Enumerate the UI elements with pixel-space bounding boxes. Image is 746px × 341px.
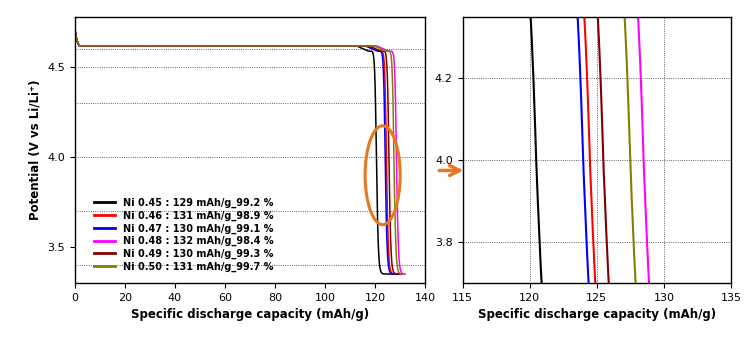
Ni 0.45 : 129 mAh/g_99.2 %: (0.194, 4.71): 129 mAh/g_99.2 %: (0.194, 4.71) xyxy=(71,28,80,32)
Ni 0.49 : 130 mAh/g_99.3 %: (126, 3.5): 130 mAh/g_99.3 %: (126, 3.5) xyxy=(386,244,395,249)
Ni 0.47 : 130 mAh/g_99.1 %: (126, 3.35): 130 mAh/g_99.1 %: (126, 3.35) xyxy=(386,271,395,275)
Ni 0.46 : 131 mAh/g_98.9 %: (0, 4.3): 131 mAh/g_98.9 %: (0, 4.3) xyxy=(70,101,79,105)
Ni 0.50 : 131 mAh/g_99.7 %: (103, 4.62): 131 mAh/g_99.7 %: (103, 4.62) xyxy=(329,44,338,48)
Ni 0.47 : 130 mAh/g_99.1 %: (6.7, 4.62): 130 mAh/g_99.1 %: (6.7, 4.62) xyxy=(87,44,95,48)
Ni 0.46 : 131 mAh/g_98.9 %: (103, 4.62): 131 mAh/g_98.9 %: (103, 4.62) xyxy=(329,44,338,48)
Ni 0.47 : 130 mAh/g_99.1 %: (59.8, 4.62): 130 mAh/g_99.1 %: (59.8, 4.62) xyxy=(220,44,229,48)
Ni 0.48 : 132 mAh/g_98.4 %: (104, 4.62): 132 mAh/g_98.4 %: (104, 4.62) xyxy=(330,44,339,48)
Ni 0.48 : 132 mAh/g_98.4 %: (132, 3.35): 132 mAh/g_98.4 %: (132, 3.35) xyxy=(401,272,410,276)
Ni 0.46 : 131 mAh/g_98.9 %: (6.75, 4.62): 131 mAh/g_98.9 %: (6.75, 4.62) xyxy=(87,44,96,48)
Ni 0.49 : 130 mAh/g_99.3 %: (59.8, 4.62): 130 mAh/g_99.3 %: (59.8, 4.62) xyxy=(220,44,229,48)
Ni 0.50 : 131 mAh/g_99.7 %: (127, 4.27): 131 mAh/g_99.7 %: (127, 4.27) xyxy=(389,107,398,112)
Ni 0.45 : 129 mAh/g_99.2 %: (59.4, 4.62): 129 mAh/g_99.2 %: (59.4, 4.62) xyxy=(219,44,228,48)
Ni 0.46 : 131 mAh/g_98.9 %: (127, 3.35): 131 mAh/g_98.9 %: (127, 3.35) xyxy=(389,272,398,276)
Line: Ni 0.45 : 129 mAh/g_99.2 %: Ni 0.45 : 129 mAh/g_99.2 % xyxy=(75,30,398,274)
Ni 0.47 : 130 mAh/g_99.1 %: (0.195, 4.71): 130 mAh/g_99.1 %: (0.195, 4.71) xyxy=(71,28,80,32)
Ni 0.45 : 129 mAh/g_99.2 %: (125, 3.35): 129 mAh/g_99.2 %: (125, 3.35) xyxy=(384,272,393,276)
Ni 0.48 : 132 mAh/g_98.4 %: (60.8, 4.62): 132 mAh/g_98.4 %: (60.8, 4.62) xyxy=(222,44,231,48)
Ni 0.49 : 130 mAh/g_99.3 %: (0.195, 4.71): 130 mAh/g_99.3 %: (0.195, 4.71) xyxy=(71,28,80,32)
Ni 0.47 : 130 mAh/g_99.1 %: (102, 4.62): 130 mAh/g_99.1 %: (102, 4.62) xyxy=(327,44,336,48)
Ni 0.48 : 132 mAh/g_98.4 %: (0.198, 4.72): 132 mAh/g_98.4 %: (0.198, 4.72) xyxy=(71,27,80,31)
Ni 0.47 : 130 mAh/g_99.1 %: (0, 4.3): 130 mAh/g_99.1 %: (0, 4.3) xyxy=(70,101,79,105)
Ni 0.46 : 131 mAh/g_98.9 %: (131, 3.35): 131 mAh/g_98.9 %: (131, 3.35) xyxy=(398,272,407,276)
Ni 0.47 : 130 mAh/g_99.1 %: (63.3, 4.62): 130 mAh/g_99.1 %: (63.3, 4.62) xyxy=(228,44,237,48)
Ni 0.45 : 129 mAh/g_99.2 %: (62.8, 4.62): 129 mAh/g_99.2 %: (62.8, 4.62) xyxy=(228,44,236,48)
Ni 0.48 : 132 mAh/g_98.4 %: (128, 4.24): 132 mAh/g_98.4 %: (128, 4.24) xyxy=(392,113,401,117)
Line: Ni 0.50 : 131 mAh/g_99.7 %: Ni 0.50 : 131 mAh/g_99.7 % xyxy=(75,29,403,274)
Ni 0.50 : 131 mAh/g_99.7 %: (0.197, 4.71): 131 mAh/g_99.7 %: (0.197, 4.71) xyxy=(71,27,80,31)
Ni 0.50 : 131 mAh/g_99.7 %: (127, 4.21): 131 mAh/g_99.7 %: (127, 4.21) xyxy=(389,117,398,121)
Ni 0.48 : 132 mAh/g_98.4 %: (64.3, 4.62): 132 mAh/g_98.4 %: (64.3, 4.62) xyxy=(231,44,240,48)
Line: Ni 0.48 : 132 mAh/g_98.4 %: Ni 0.48 : 132 mAh/g_98.4 % xyxy=(75,29,405,274)
Ni 0.49 : 130 mAh/g_99.3 %: (63.3, 4.62): 130 mAh/g_99.3 %: (63.3, 4.62) xyxy=(228,44,237,48)
Line: Ni 0.49 : 130 mAh/g_99.3 %: Ni 0.49 : 130 mAh/g_99.3 % xyxy=(75,30,400,274)
Ni 0.45 : 129 mAh/g_99.2 %: (6.65, 4.62): 129 mAh/g_99.2 %: (6.65, 4.62) xyxy=(87,44,95,48)
Y-axis label: Potential (V vs Li/Li⁺): Potential (V vs Li/Li⁺) xyxy=(28,80,42,220)
Line: Ni 0.47 : 130 mAh/g_99.1 %: Ni 0.47 : 130 mAh/g_99.1 % xyxy=(75,30,400,274)
Ni 0.48 : 132 mAh/g_98.4 %: (128, 4.29): 132 mAh/g_98.4 %: (128, 4.29) xyxy=(391,104,400,108)
Line: Ni 0.46 : 131 mAh/g_98.9 %: Ni 0.46 : 131 mAh/g_98.9 % xyxy=(75,29,403,274)
Ni 0.50 : 131 mAh/g_99.7 %: (63.8, 4.62): 131 mAh/g_99.7 %: (63.8, 4.62) xyxy=(230,44,239,48)
Ni 0.45 : 129 mAh/g_99.2 %: (129, 3.35): 129 mAh/g_99.2 %: (129, 3.35) xyxy=(393,272,402,276)
Ni 0.49 : 130 mAh/g_99.3 %: (6.7, 4.62): 130 mAh/g_99.3 %: (6.7, 4.62) xyxy=(87,44,95,48)
Ni 0.50 : 131 mAh/g_99.7 %: (6.75, 4.62): 131 mAh/g_99.7 %: (6.75, 4.62) xyxy=(87,44,96,48)
X-axis label: Specific discharge capacity (mAh/g): Specific discharge capacity (mAh/g) xyxy=(477,308,716,321)
Ni 0.48 : 132 mAh/g_98.4 %: (6.8, 4.62): 132 mAh/g_98.4 %: (6.8, 4.62) xyxy=(87,44,96,48)
Ni 0.49 : 130 mAh/g_99.3 %: (126, 3.53): 130 mAh/g_99.3 %: (126, 3.53) xyxy=(386,240,395,244)
Ni 0.45 : 129 mAh/g_99.2 %: (0, 4.3): 129 mAh/g_99.2 %: (0, 4.3) xyxy=(70,101,79,105)
X-axis label: Specific discharge capacity (mAh/g): Specific discharge capacity (mAh/g) xyxy=(131,308,369,321)
Ni 0.45 : 129 mAh/g_99.2 %: (102, 4.62): 129 mAh/g_99.2 %: (102, 4.62) xyxy=(325,44,333,48)
Legend: Ni 0.45 : 129 mAh/g_99.2 %, Ni 0.46 : 131 mAh/g_98.9 %, Ni 0.47 : 130 mAh/g_99.1: Ni 0.45 : 129 mAh/g_99.2 %, Ni 0.46 : 13… xyxy=(90,194,278,276)
Ni 0.50 : 131 mAh/g_99.7 %: (60.3, 4.62): 131 mAh/g_99.7 %: (60.3, 4.62) xyxy=(221,44,230,48)
Ni 0.49 : 130 mAh/g_99.3 %: (0, 4.3): 130 mAh/g_99.3 %: (0, 4.3) xyxy=(70,101,79,105)
Ni 0.45 : 129 mAh/g_99.2 %: (125, 3.35): 129 mAh/g_99.2 %: (125, 3.35) xyxy=(384,272,393,276)
Ni 0.46 : 131 mAh/g_98.9 %: (63.8, 4.62): 131 mAh/g_98.9 %: (63.8, 4.62) xyxy=(230,44,239,48)
Ni 0.47 : 130 mAh/g_99.1 %: (130, 3.35): 130 mAh/g_99.1 %: (130, 3.35) xyxy=(395,272,404,276)
Ni 0.46 : 131 mAh/g_98.9 %: (127, 3.35): 131 mAh/g_98.9 %: (127, 3.35) xyxy=(389,272,398,276)
Ni 0.46 : 131 mAh/g_98.9 %: (0.197, 4.71): 131 mAh/g_98.9 %: (0.197, 4.71) xyxy=(71,27,80,31)
Ni 0.48 : 132 mAh/g_98.4 %: (0, 4.3): 132 mAh/g_98.4 %: (0, 4.3) xyxy=(70,101,79,105)
Ni 0.49 : 130 mAh/g_99.3 %: (130, 3.35): 130 mAh/g_99.3 %: (130, 3.35) xyxy=(395,272,404,276)
Ni 0.49 : 130 mAh/g_99.3 %: (102, 4.62): 130 mAh/g_99.3 %: (102, 4.62) xyxy=(327,44,336,48)
Ni 0.50 : 131 mAh/g_99.7 %: (131, 3.35): 131 mAh/g_99.7 %: (131, 3.35) xyxy=(398,272,407,276)
Ni 0.46 : 131 mAh/g_98.9 %: (60.3, 4.62): 131 mAh/g_98.9 %: (60.3, 4.62) xyxy=(221,44,230,48)
Ni 0.47 : 130 mAh/g_99.1 %: (126, 3.35): 130 mAh/g_99.1 %: (126, 3.35) xyxy=(386,271,395,275)
Ni 0.50 : 131 mAh/g_99.7 %: (0, 4.3): 131 mAh/g_99.7 %: (0, 4.3) xyxy=(70,101,79,105)
